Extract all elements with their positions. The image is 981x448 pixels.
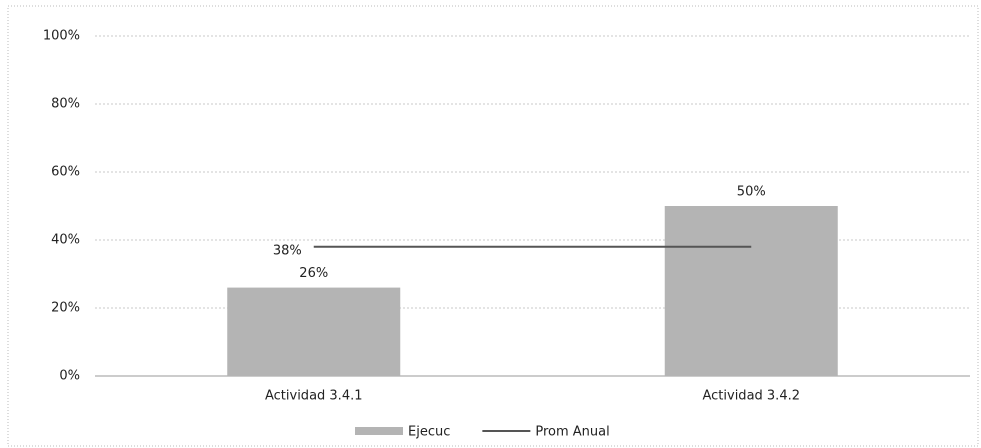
y-tick-label: 20% [51, 301, 80, 316]
y-tick-label: 0% [59, 369, 80, 384]
legend-label: Prom Anual [535, 425, 609, 440]
y-tick-label: 40% [51, 233, 80, 248]
data-label: 26% [299, 266, 328, 281]
x-tick-label: Actividad 3.4.2 [702, 389, 800, 404]
y-tick-label: 80% [51, 97, 80, 112]
legend-label: Ejecuc [408, 425, 450, 440]
bar [664, 206, 838, 376]
x-tick-label: Actividad 3.4.1 [265, 389, 363, 404]
y-tick-label: 60% [51, 165, 80, 180]
legend-swatch [355, 427, 403, 435]
y-tick-label: 100% [43, 29, 80, 44]
data-label: 50% [737, 185, 766, 200]
bar [227, 287, 401, 376]
data-label: 38% [273, 243, 302, 258]
